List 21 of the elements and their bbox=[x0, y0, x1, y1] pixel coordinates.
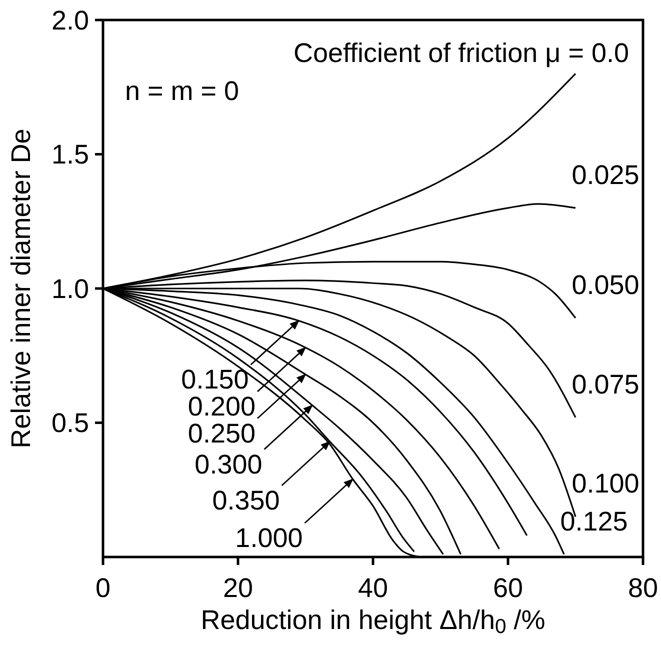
y-axis-title: Relative inner diameter De bbox=[6, 128, 36, 448]
x-axis-title: Reduction in height Δh/h$_{0}$ /% bbox=[200, 605, 546, 638]
y-tick-label: 1.0 bbox=[51, 274, 89, 304]
annotation: 0.350 bbox=[212, 486, 280, 516]
x-tick-label: 40 bbox=[358, 573, 388, 603]
annotation: 0.075 bbox=[572, 369, 640, 400]
annotation: n = m = 0 bbox=[125, 76, 240, 106]
annotation: Coefficient of friction μ = 0.0 bbox=[294, 38, 629, 68]
x-tick-label: 20 bbox=[222, 573, 254, 603]
annotation: 0.100 bbox=[572, 468, 640, 499]
annotation: 0.050 bbox=[572, 270, 640, 300]
y-tick-label: 1.5 bbox=[51, 140, 89, 170]
x-tick-label: 0 bbox=[95, 573, 111, 603]
x-tick-label: 60 bbox=[492, 573, 524, 603]
y-tick-label: 0.5 bbox=[51, 408, 89, 438]
y-tick-label: 2.0 bbox=[51, 5, 89, 36]
x-tick-label: 80 bbox=[628, 573, 658, 603]
annotation: 1.000 bbox=[235, 523, 303, 554]
annotation: 0.025 bbox=[572, 160, 640, 190]
annotation: 0.125 bbox=[560, 506, 628, 536]
annotation: 0.300 bbox=[194, 449, 262, 480]
